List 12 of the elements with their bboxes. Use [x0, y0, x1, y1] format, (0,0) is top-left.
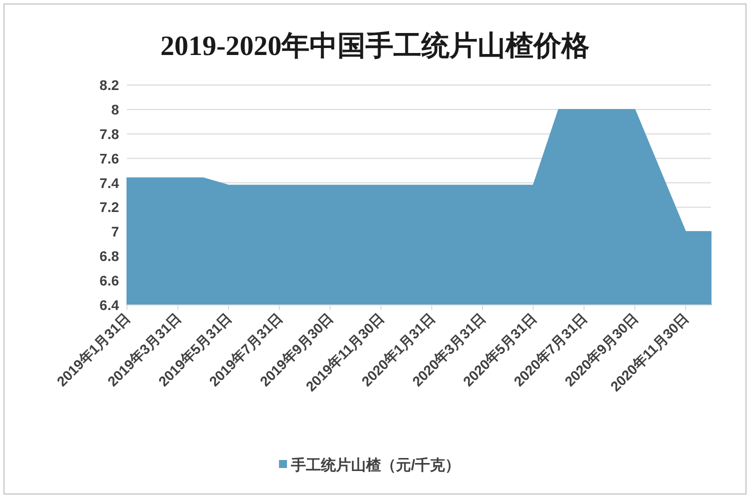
chart-title: 2019-2020年中国手工统片山楂价格: [160, 30, 590, 62]
y-tick-label: 7.6: [100, 150, 120, 166]
y-tick-label: 7.4: [100, 174, 120, 191]
y-tick-label: 6.4: [100, 297, 120, 313]
y-tick-label: 6.8: [100, 248, 120, 264]
y-tick-label: 6.6: [100, 272, 120, 289]
legend-label: 手工统片山楂（元/千克）: [290, 457, 460, 474]
y-tick-label: 7: [111, 224, 120, 240]
y-tick-label: 8: [111, 101, 120, 118]
y-tick-label: 7.2: [100, 199, 120, 216]
y-tick-label: 8.2: [100, 77, 120, 93]
y-tick-label: 7.8: [100, 126, 120, 142]
